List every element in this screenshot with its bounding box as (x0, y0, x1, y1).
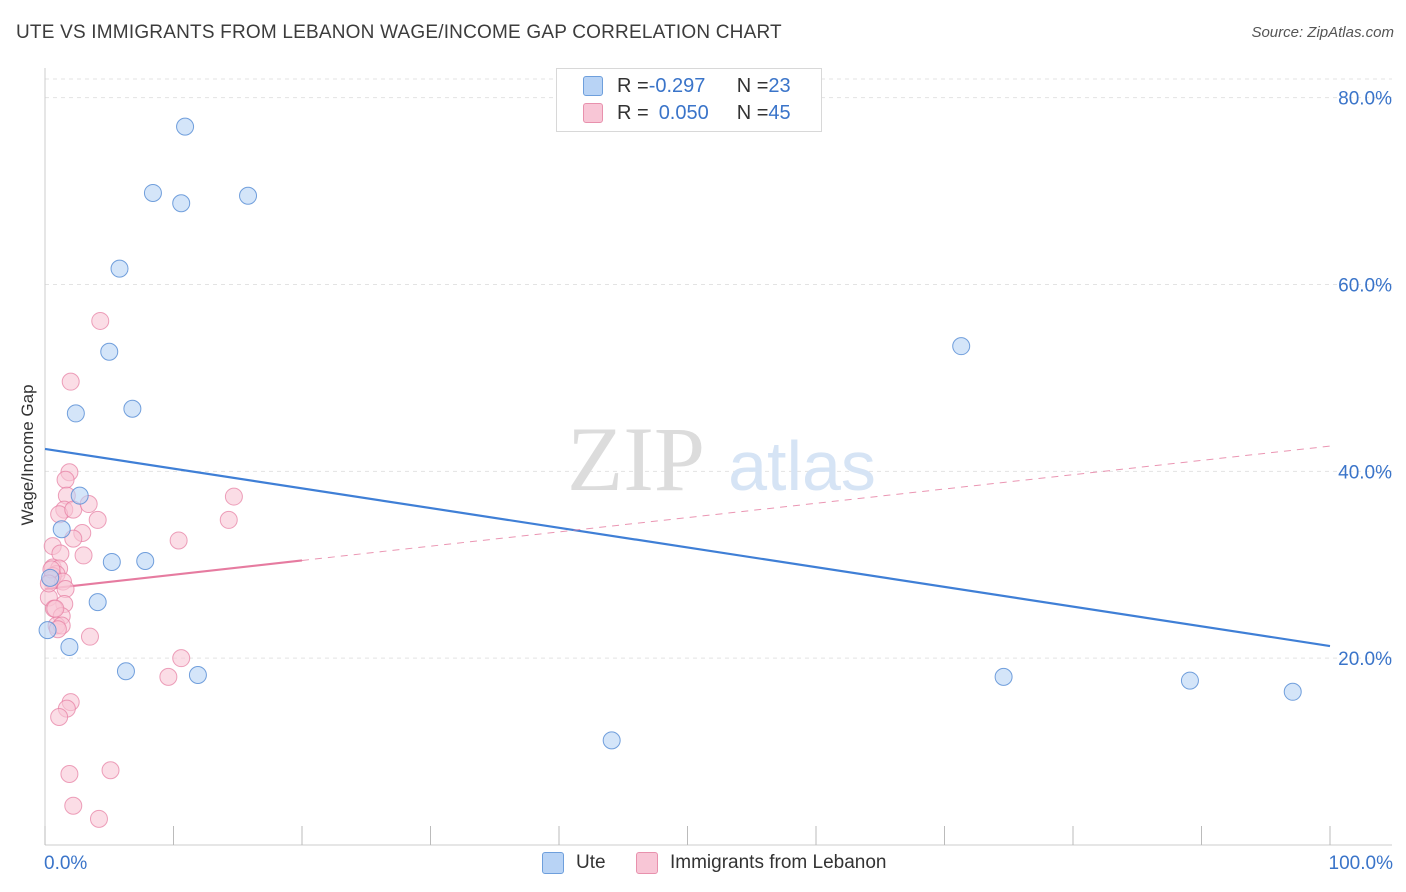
point-ute (116, 662, 135, 681)
legend-n-label: N = (736, 101, 769, 124)
point-ute (66, 404, 85, 423)
legend-r-value: 0.050 (658, 101, 709, 124)
y-tick-label: 80.0% (1338, 89, 1392, 110)
point-ute (172, 194, 191, 213)
point-lebanon (159, 667, 178, 686)
y-tick-label: 20.0% (1338, 649, 1392, 670)
point-ute (602, 731, 621, 750)
point-ute (143, 183, 162, 202)
watermark-atlas: atlas (728, 427, 876, 505)
point-lebanon (101, 761, 120, 780)
point-lebanon (50, 708, 69, 727)
point-lebanon (88, 510, 107, 529)
legend-r-value: -0.297 (648, 74, 706, 97)
point-ute (239, 186, 258, 205)
legend-r-label: R = (617, 74, 649, 97)
point-ute (188, 665, 207, 684)
point-lebanon (224, 487, 243, 506)
tick-labels: 20.0% 40.0% 60.0% 80.0% 0.0% 100.0% (44, 89, 1393, 874)
point-lebanon (219, 510, 238, 529)
trend-line-ute (44, 447, 1331, 648)
point-lebanon (74, 546, 93, 565)
watermark: ZIP atlas (567, 408, 876, 510)
bottom-legend-label-ute: Ute (576, 852, 606, 873)
point-ute (123, 399, 142, 418)
chart-title: UTE VS IMMIGRANTS FROM LEBANON WAGE/INCO… (16, 22, 782, 43)
point-lebanon (56, 470, 75, 489)
trend-line-lebanon (44, 559, 303, 591)
legend-n-value: 45 (768, 101, 791, 124)
point-lebanon (60, 765, 79, 784)
point-ute (70, 486, 89, 505)
point-ute (100, 342, 119, 361)
point-ute (952, 337, 971, 356)
point-ute (38, 621, 57, 640)
point-lebanon (172, 649, 191, 668)
grid-lines (45, 78, 1392, 659)
source-label: Source: ZipAtlas.com (1251, 24, 1394, 41)
trend-lines (44, 445, 1331, 648)
bottom-legend-ute: Ute (542, 852, 606, 874)
axes (44, 68, 1392, 846)
legend-r-label: R = (617, 101, 649, 124)
point-lebanon (64, 796, 83, 815)
point-lebanon (169, 531, 188, 550)
point-ute (110, 259, 129, 278)
watermark-zip: ZIP (567, 408, 705, 510)
point-lebanon (56, 580, 75, 599)
point-ute (136, 552, 155, 571)
point-ute (88, 593, 107, 612)
point-lebanon (46, 599, 65, 618)
point-ute (60, 637, 79, 656)
y-tick-label: 40.0% (1338, 462, 1392, 483)
x-tick-label: 0.0% (44, 853, 87, 874)
point-ute (102, 552, 121, 571)
legend-n-label: N = (736, 74, 769, 97)
point-lebanon (91, 311, 110, 330)
legend-swatch-lebanon (583, 103, 603, 123)
point-ute (1283, 682, 1302, 701)
point-ute (994, 667, 1013, 686)
point-ute (176, 117, 195, 136)
point-ute (1180, 671, 1199, 690)
point-lebanon (89, 809, 108, 828)
y-axis-label: Wage/Income Gap (18, 384, 37, 526)
bottom-legend-swatch-lebanon (636, 852, 658, 874)
data-points (38, 117, 1302, 828)
point-lebanon (61, 372, 80, 391)
bottom-legend-lebanon: Immigrants from Lebanon (636, 852, 887, 874)
stats-legend: R = -0.297 N = 23 R = 0.050 N = 45 (556, 68, 822, 132)
x-tick-label: 100.0% (1329, 853, 1394, 874)
legend-row-lebanon: R = 0.050 N = 45 (583, 100, 791, 126)
bottom-legend-label-lebanon: Immigrants from Lebanon (670, 852, 887, 873)
point-ute (52, 520, 71, 539)
y-tick-label: 60.0% (1338, 276, 1392, 297)
point-lebanon (80, 627, 99, 646)
legend-n-value: 23 (768, 74, 791, 97)
legend-row-ute: R = -0.297 N = 23 (583, 73, 791, 99)
trend-line-lebanon-dashed (301, 445, 1331, 561)
bottom-legend-swatch-ute (542, 852, 564, 874)
point-ute (41, 568, 60, 587)
legend-swatch-ute (583, 76, 603, 96)
